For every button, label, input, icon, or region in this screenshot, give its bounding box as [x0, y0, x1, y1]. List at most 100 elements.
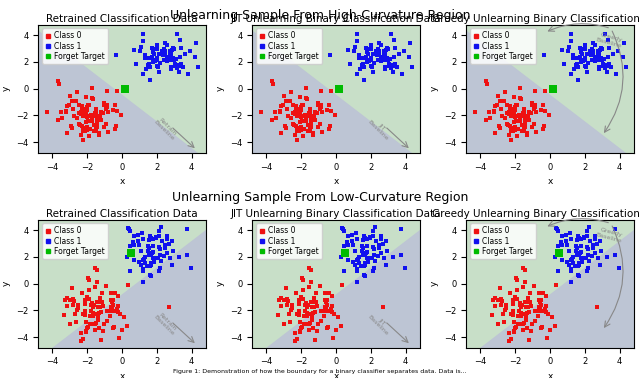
Point: [166, 66, 176, 72]
Point: [504, 330, 514, 336]
Point: [383, 46, 393, 53]
Point: [167, 262, 177, 268]
Point: [148, 57, 158, 64]
Point: [92, 267, 102, 273]
Point: [519, 113, 529, 119]
Point: [508, 128, 518, 134]
Point: [166, 52, 177, 58]
Point: [520, 304, 531, 310]
Point: [523, 304, 533, 310]
Point: [511, 324, 521, 330]
Point: [53, 116, 63, 122]
Point: [101, 284, 111, 290]
Point: [294, 312, 305, 318]
Point: [540, 108, 550, 114]
Point: [513, 277, 523, 283]
Point: [590, 42, 600, 48]
Point: [600, 31, 610, 37]
Point: [134, 242, 144, 248]
Point: [86, 112, 96, 118]
Point: [365, 46, 376, 52]
Point: [148, 243, 158, 249]
Point: [216, 62, 226, 68]
Point: [182, 253, 192, 259]
Point: [580, 254, 591, 260]
Point: [497, 298, 507, 304]
Point: [168, 45, 179, 51]
Point: [160, 242, 170, 248]
Point: [352, 279, 362, 285]
Point: [520, 267, 530, 273]
Legend: Class 0, Class 1, Forget Target: Class 0, Class 1, Forget Target: [470, 223, 536, 259]
Point: [67, 285, 77, 291]
Point: [124, 226, 134, 232]
Point: [301, 118, 312, 124]
Point: [309, 337, 319, 343]
Point: [520, 124, 530, 130]
Point: [296, 102, 307, 108]
Point: [84, 296, 95, 302]
Point: [96, 117, 106, 123]
Point: [81, 319, 91, 325]
Point: [76, 338, 86, 344]
Point: [495, 98, 506, 104]
Point: [572, 61, 582, 67]
Point: [361, 54, 371, 60]
Point: [358, 272, 369, 278]
Point: [589, 250, 600, 256]
Point: [164, 54, 174, 60]
Point: [506, 336, 516, 342]
Point: [578, 58, 588, 64]
Point: [388, 254, 398, 260]
Point: [161, 232, 172, 239]
Point: [282, 106, 292, 112]
Point: [82, 104, 92, 110]
Point: [574, 235, 584, 242]
Point: [95, 295, 105, 301]
Point: [511, 274, 521, 280]
Title: Retrained Classification Data: Retrained Classification Data: [46, 14, 198, 24]
Point: [162, 42, 172, 48]
Point: [604, 60, 614, 67]
Point: [350, 44, 360, 50]
Point: [361, 45, 371, 51]
Point: [298, 287, 308, 293]
Point: [524, 117, 534, 123]
Point: [378, 304, 388, 310]
Point: [278, 102, 288, 108]
Point: [493, 123, 504, 129]
Point: [598, 61, 609, 67]
Point: [62, 103, 72, 109]
Point: [362, 49, 372, 55]
Point: [294, 106, 305, 112]
Point: [510, 294, 520, 301]
Point: [573, 263, 584, 269]
Y-axis label: y: y: [430, 86, 439, 91]
Point: [506, 137, 516, 143]
Point: [320, 304, 330, 310]
Point: [286, 307, 296, 313]
Point: [566, 236, 577, 242]
Point: [360, 235, 371, 242]
Point: [80, 128, 90, 134]
Point: [75, 122, 85, 128]
Point: [69, 298, 79, 304]
Point: [509, 110, 519, 116]
Point: [392, 64, 402, 70]
Point: [572, 245, 582, 251]
Point: [593, 48, 603, 54]
Point: [512, 287, 522, 293]
Point: [67, 98, 77, 104]
Point: [305, 124, 315, 130]
Point: [588, 46, 598, 52]
Point: [68, 302, 78, 308]
Point: [296, 294, 307, 301]
Point: [533, 313, 543, 319]
Point: [105, 308, 115, 314]
Point: [396, 226, 406, 232]
Point: [518, 327, 528, 333]
Point: [390, 45, 400, 51]
Point: [536, 297, 547, 303]
Point: [595, 57, 605, 64]
Point: [511, 118, 522, 124]
